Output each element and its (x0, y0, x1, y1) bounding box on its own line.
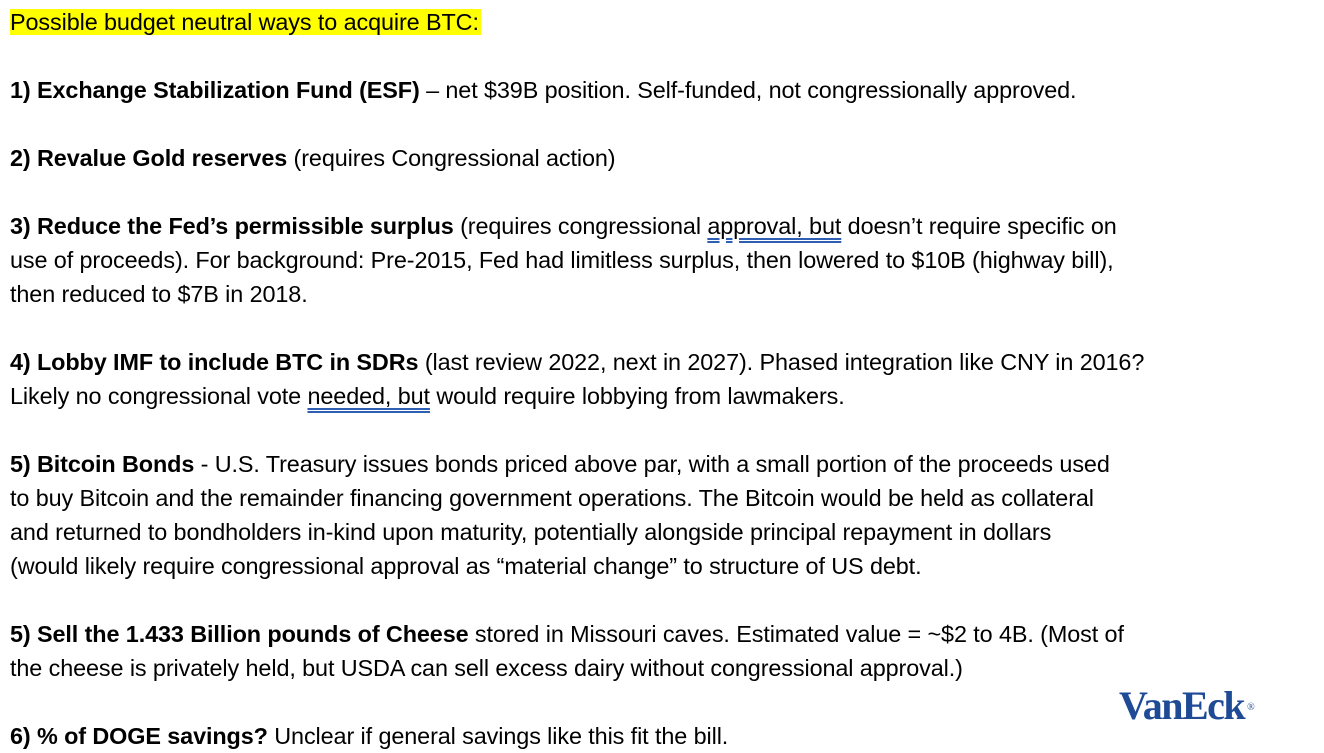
list-item: 4) Lobby IMF to include BTC in SDRs (las… (10, 345, 1320, 413)
text-line: to buy Bitcoin and the remainder financi… (10, 481, 1320, 515)
item-heading: 5) Sell the 1.433 Billion pounds of Chee… (10, 621, 469, 647)
list-item: 5) Bitcoin Bonds - U.S. Treasury issues … (10, 447, 1320, 583)
item-text: (requires Congressional action) (287, 145, 616, 171)
item-heading: 6) % of DOGE savings? (10, 723, 268, 749)
item-heading: 2) Revalue Gold reserves (10, 145, 288, 171)
heading-text: Possible budget neutral ways to acquire … (10, 9, 481, 35)
item-text: - U.S. Treasury issues bonds priced abov… (194, 451, 1110, 477)
item-text: and returned to bondholders in-kind upon… (10, 519, 1052, 545)
text-line: 4) Lobby IMF to include BTC in SDRs (las… (10, 345, 1320, 379)
item-heading: 5) Bitcoin Bonds (10, 451, 195, 477)
item-text: to buy Bitcoin and the remainder financi… (10, 485, 1094, 511)
item-text: – net $39B position. Self-funded, not co… (419, 77, 1077, 103)
flagged-text: needed, but (307, 383, 430, 409)
list-item: 2) Revalue Gold reserves (requires Congr… (10, 141, 1320, 175)
item-text: Unclear if general savings like this fit… (267, 723, 729, 749)
list-item: 6) % of DOGE savings? Unclear if general… (10, 719, 1320, 753)
item-list: 1) Exchange Stabilization Fund (ESF) – n… (10, 73, 1320, 753)
text-line: (would likely require congressional appr… (10, 549, 1320, 583)
vaneck-logo: VanEck ® (1119, 683, 1255, 728)
flagged-text: approval, but (707, 213, 842, 239)
text-line: 5) Sell the 1.433 Billion pounds of Chee… (10, 617, 1320, 651)
registered-mark: ® (1247, 702, 1255, 713)
item-text: (last review 2022, next in 2027). Phased… (418, 349, 1145, 375)
item-text: doesn’t require specific on (841, 213, 1117, 239)
heading: Possible budget neutral ways to acquire … (10, 5, 1320, 39)
text-line: and returned to bondholders in-kind upon… (10, 515, 1320, 549)
item-text: use of proceeds). For background: Pre-20… (10, 247, 1114, 273)
item-text: (requires congressional (453, 213, 708, 239)
item-text: (would likely require congressional appr… (10, 553, 922, 579)
list-item: 3) Reduce the Fed’s permissible surplus … (10, 209, 1320, 311)
item-heading: 1) Exchange Stabilization Fund (ESF) (10, 77, 420, 103)
item-heading: 3) Reduce the Fed’s permissible surplus (10, 213, 454, 239)
text-line: 1) Exchange Stabilization Fund (ESF) – n… (10, 73, 1320, 107)
text-line: Likely no congressional vote needed, but… (10, 379, 1320, 413)
text-line: 3) Reduce the Fed’s permissible surplus … (10, 209, 1320, 243)
text-line: then reduced to $7B in 2018. (10, 277, 1320, 311)
text-line: use of proceeds). For background: Pre-20… (10, 243, 1320, 277)
item-heading: 4) Lobby IMF to include BTC in SDRs (10, 349, 419, 375)
list-item: 5) Sell the 1.433 Billion pounds of Chee… (10, 617, 1320, 685)
item-text: would require lobbying from lawmakers. (429, 383, 845, 409)
item-text: stored in Missouri caves. Estimated valu… (468, 621, 1124, 647)
item-text: Likely no congressional vote (10, 383, 308, 409)
item-text: the cheese is privately held, but USDA c… (10, 655, 963, 681)
document-body: Possible budget neutral ways to acquire … (10, 5, 1320, 753)
item-text: then reduced to $7B in 2018. (10, 281, 308, 307)
list-item: 1) Exchange Stabilization Fund (ESF) – n… (10, 73, 1320, 107)
text-line: 5) Bitcoin Bonds - U.S. Treasury issues … (10, 447, 1320, 481)
logo-text: VanEck (1119, 683, 1246, 728)
text-line: 6) % of DOGE savings? Unclear if general… (10, 719, 1320, 753)
text-line: 2) Revalue Gold reserves (requires Congr… (10, 141, 1320, 175)
text-line: the cheese is privately held, but USDA c… (10, 651, 1320, 685)
